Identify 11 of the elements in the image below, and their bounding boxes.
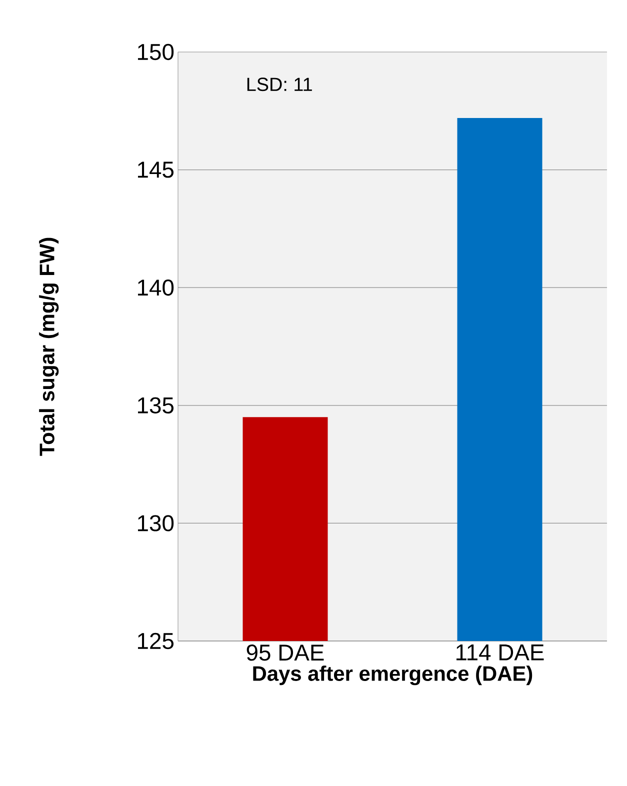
- y-tick-label: 145: [138, 162, 174, 178]
- x-tick-label: 114 DAE: [456, 644, 544, 660]
- annotation: LSD: 11: [247, 78, 312, 92]
- y-tick-label: 140: [138, 279, 174, 296]
- x-axis-title: Days after emergence (DAE): [253, 666, 532, 686]
- y-tick-label: 130: [138, 515, 174, 532]
- y-tick-label: 135: [138, 397, 174, 414]
- y-tick-label: 150: [138, 44, 174, 60]
- x-tick-label: 95 DAE: [246, 644, 324, 661]
- y-tick-label: 125: [138, 632, 174, 650]
- y-axis-title: Total sugar (mg/g FW): [39, 238, 59, 456]
